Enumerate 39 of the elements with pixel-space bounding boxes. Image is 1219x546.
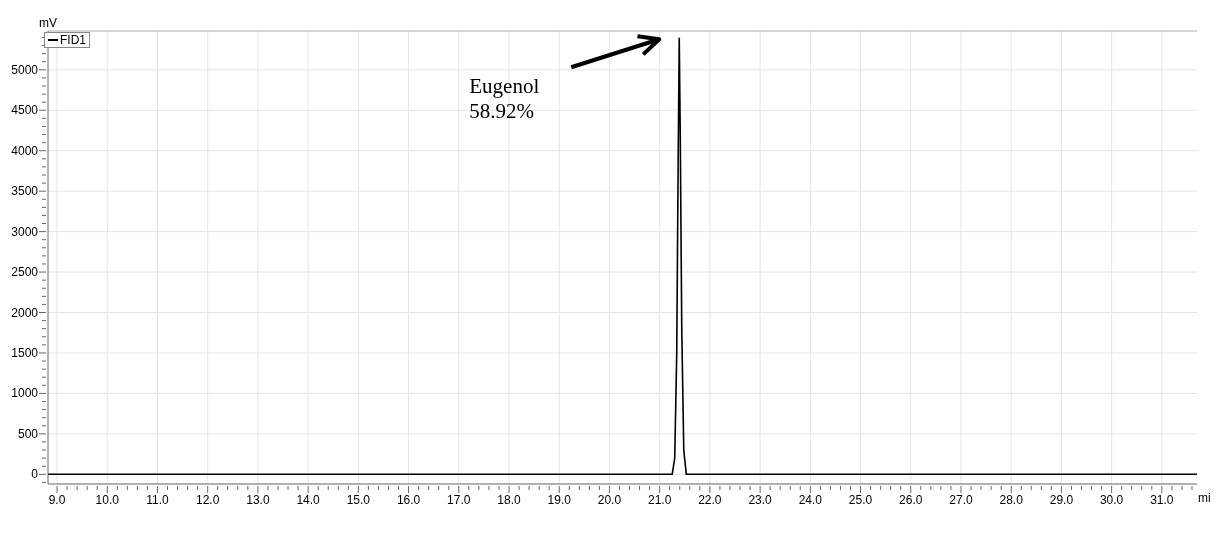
x-tick-label: 16.0 bbox=[396, 493, 421, 507]
y-tick-label: 500 bbox=[17, 426, 39, 441]
x-tick-label: 21.0 bbox=[647, 493, 672, 507]
x-tick-label: 12.0 bbox=[196, 493, 220, 507]
x-tick-label: 23.0 bbox=[748, 493, 773, 507]
y-tick-label: 2000 bbox=[11, 305, 39, 320]
y-tick-label: 0 bbox=[31, 467, 39, 482]
x-axis-title: mi bbox=[1198, 491, 1211, 505]
y-tick-label: 1500 bbox=[11, 345, 39, 360]
x-tick-label: 19.0 bbox=[547, 493, 572, 507]
y-tick-label: 4500 bbox=[11, 103, 39, 118]
text: FID1 bbox=[60, 33, 87, 47]
x-tick-label: 26.0 bbox=[899, 493, 923, 507]
x-tick-label: 28.0 bbox=[999, 493, 1024, 507]
y-tick-label: 5000 bbox=[11, 62, 39, 77]
y-tick-label: 2500 bbox=[11, 265, 39, 280]
x-tick-label: 13.0 bbox=[246, 493, 270, 507]
y-tick-label: 3500 bbox=[11, 184, 39, 199]
y-tick-label: 3000 bbox=[11, 224, 39, 239]
x-tick-label: 27.0 bbox=[949, 493, 973, 507]
x-tick-label: 14.0 bbox=[296, 493, 321, 507]
x-tick-label: 10.0 bbox=[95, 493, 120, 507]
x-tick-label: 15.0 bbox=[346, 493, 371, 507]
x-tick-label: 31.0 bbox=[1150, 493, 1174, 507]
annotation: Eugenol 58.92% bbox=[469, 74, 540, 124]
x-tick-label: 11.0 bbox=[146, 493, 170, 507]
y-axis-title: mV bbox=[39, 16, 57, 30]
x-tick-label: 18.0 bbox=[497, 493, 522, 507]
y-tick-label: 4000 bbox=[11, 143, 39, 158]
x-tick-label: 9.0 bbox=[48, 493, 66, 507]
x-tick-label: 20.0 bbox=[597, 493, 622, 507]
y-tick-label: 1000 bbox=[11, 386, 39, 401]
x-tick-label: 24.0 bbox=[798, 493, 823, 507]
x-tick-label: 17.0 bbox=[447, 493, 471, 507]
x-tick-label: 25.0 bbox=[848, 493, 873, 507]
line-series bbox=[48, 37, 1197, 476]
x-tick-label: 22.0 bbox=[698, 493, 722, 507]
x-tick-label: 29.0 bbox=[1049, 493, 1074, 507]
x-tick-label: 30.0 bbox=[1099, 493, 1124, 507]
